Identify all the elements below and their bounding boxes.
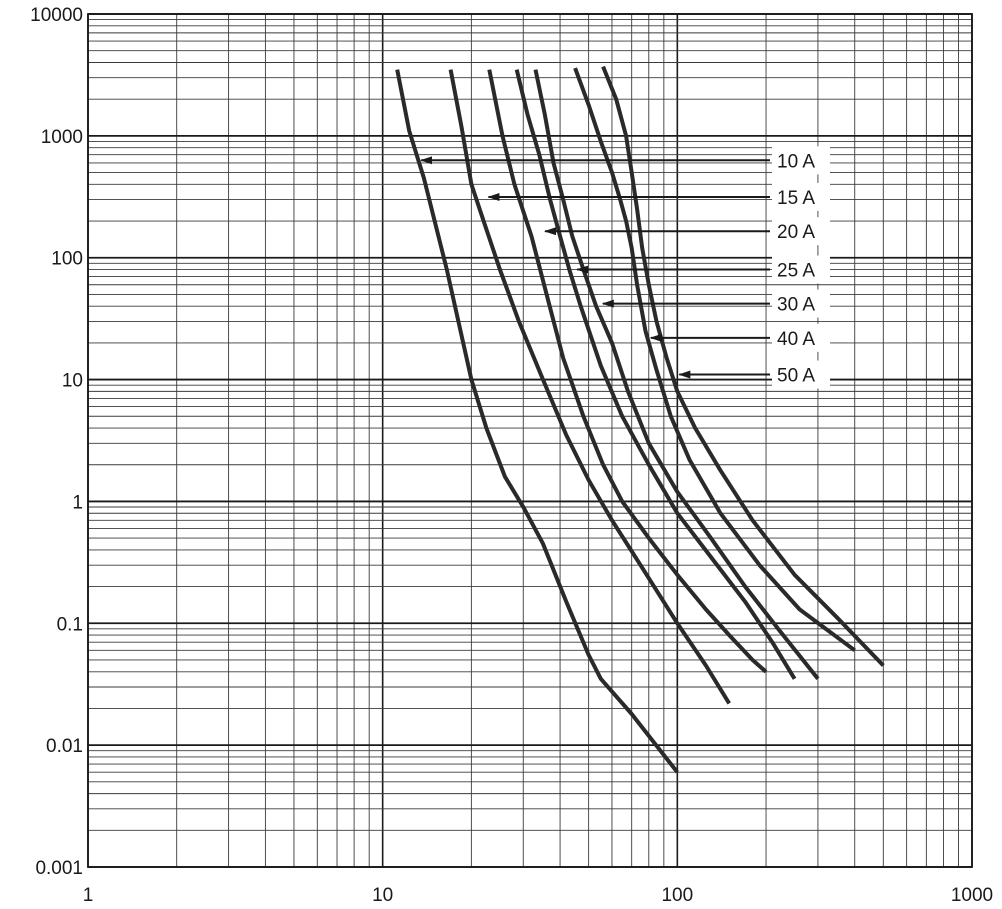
y-axis-tick-labels: 10000 1000 100 10 1 0.1 0.01 0.001 (30, 5, 83, 879)
annotation-50a: 50 A (678, 360, 830, 389)
fuse-curve-40a (573, 67, 856, 652)
plot-border (87, 13, 973, 868)
fuse-curve-15a (448, 69, 731, 705)
annotation-25a: 25 A (576, 255, 830, 284)
y-tick-label: 1 (72, 492, 83, 513)
annotation-30a: 30 A (601, 289, 830, 318)
annotation-label-bg (772, 217, 830, 246)
annotation-label-bg (772, 182, 830, 211)
annotation-label: 25 A (777, 261, 815, 282)
annotation-label-bg (772, 323, 830, 352)
y-tick-label: 1000 (41, 127, 83, 148)
fuse-curves (395, 65, 885, 774)
y-tick-label: 100 (51, 249, 83, 270)
annotation-label: 40 A (777, 329, 815, 350)
curve-annotations: 10 A 15 A 20 A 25 A 30 A 40 A 50 A (420, 146, 830, 389)
y-tick-label: 10 (62, 371, 83, 392)
x-tick-label: 10 (372, 885, 393, 906)
annotation-label: 50 A (777, 366, 815, 387)
y-tick-label: 0.01 (46, 736, 83, 757)
plot-frame (87, 13, 973, 868)
fuse-curve-10a (395, 69, 679, 774)
annotation-label: 20 A (777, 222, 815, 243)
fuse-curve-30a (533, 69, 820, 681)
x-tick-label: 1000 (951, 885, 993, 906)
y-tick-label: 0.1 (57, 614, 83, 635)
annotation-10a: 10 A (420, 146, 830, 175)
annotation-label: 15 A (777, 188, 815, 209)
annotation-label-bg (772, 289, 830, 318)
x-tick-label: 100 (661, 885, 693, 906)
annotation-15a: 15 A (487, 182, 830, 211)
annotation-label-bg (772, 255, 830, 284)
annotation-label-bg (772, 146, 830, 175)
annotation-20a: 20 A (543, 217, 830, 246)
annotation-label: 30 A (777, 295, 815, 316)
x-axis-tick-labels: 1 10 100 1000 (83, 885, 993, 906)
y-tick-label: 0.001 (35, 858, 83, 879)
fuse-curve-20a (487, 69, 768, 674)
annotation-40a: 40 A (649, 323, 830, 352)
annotation-label: 10 A (777, 151, 815, 172)
annotation-label-bg (772, 360, 830, 389)
grid (87, 13, 973, 868)
fuse-curve-25a (514, 69, 797, 680)
x-tick-label: 1 (83, 885, 94, 906)
y-tick-label: 10000 (30, 5, 83, 26)
